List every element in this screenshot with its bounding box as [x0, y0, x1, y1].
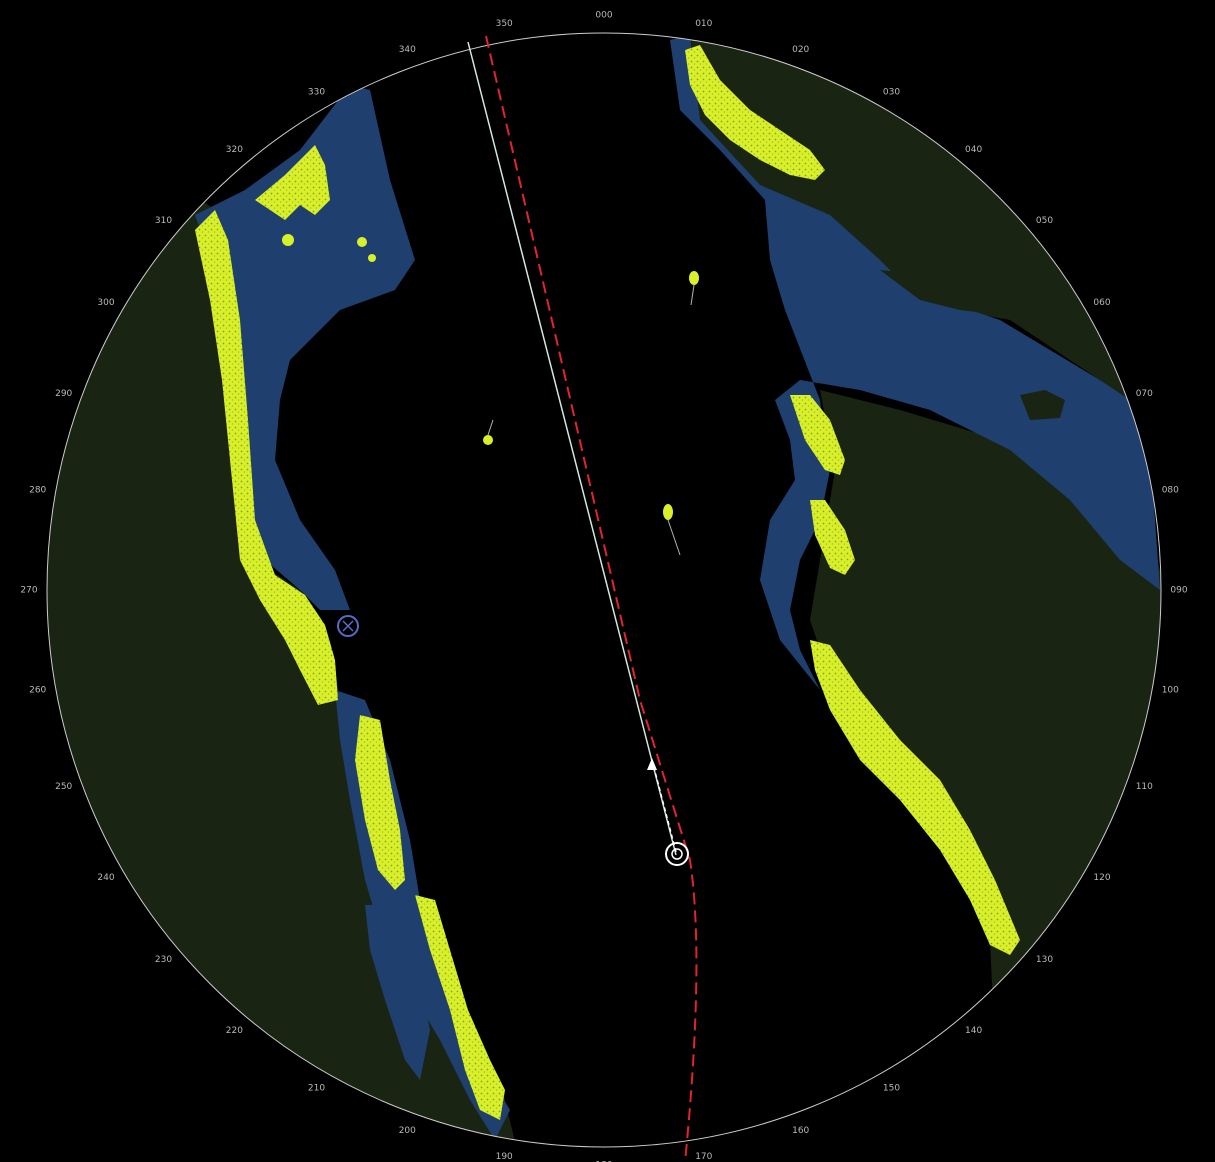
echo-small-1 — [282, 234, 294, 246]
bearing-label-300: 300 — [97, 298, 114, 308]
shallow-water-east — [670, 35, 1160, 690]
bearing-label-200: 200 — [399, 1126, 416, 1136]
echo-west-coast-2 — [355, 715, 405, 890]
own-ship-vector — [651, 759, 677, 853]
bearing-label-220: 220 — [226, 1026, 243, 1036]
echo-west-islet — [255, 145, 330, 220]
own-ship-heading-arrow — [647, 758, 657, 770]
target-2[interactable] — [483, 419, 494, 445]
bearing-label-100: 100 — [1162, 685, 1179, 695]
own-ship-symbol[interactable] — [665, 842, 689, 866]
bearing-label-030: 030 — [883, 88, 900, 98]
bearing-label-070: 070 — [1136, 389, 1153, 399]
bearing-label-280: 280 — [29, 486, 46, 496]
bearing-label-130: 130 — [1036, 955, 1053, 965]
target-3[interactable] — [663, 504, 681, 556]
bearing-label-320: 320 — [226, 145, 243, 155]
bearing-label-090: 090 — [1170, 586, 1187, 596]
bearing-label-230: 230 — [155, 955, 172, 965]
bearing-label-050: 050 — [1036, 216, 1053, 226]
bearing-label-190: 190 — [496, 1152, 513, 1162]
bearing-label-260: 260 — [29, 685, 46, 695]
heading-line — [467, 41, 677, 856]
echo-east-south — [810, 640, 1020, 955]
echo-west-coast — [195, 210, 338, 705]
bearing-label-040: 040 — [965, 145, 982, 155]
bearing-label-350: 350 — [496, 19, 513, 29]
target-1[interactable] — [689, 271, 699, 306]
bearing-label-250: 250 — [55, 782, 72, 792]
bearing-label-140: 140 — [965, 1026, 982, 1036]
bearing-label-180: 180 — [595, 1161, 612, 1162]
bearing-label-020: 020 — [792, 45, 809, 55]
island-east — [880, 270, 1040, 315]
bearing-label-210: 210 — [308, 1084, 325, 1094]
bearing-label-110: 110 — [1136, 782, 1153, 792]
bearing-label-060: 060 — [1093, 298, 1110, 308]
echo-east-north — [685, 45, 825, 180]
echo-small-3 — [368, 254, 376, 262]
bearing-label-290: 290 — [55, 389, 72, 399]
echo-west-coast-3 — [415, 895, 505, 1120]
bearing-label-240: 240 — [97, 873, 114, 883]
waypoint-marker[interactable] — [337, 615, 359, 637]
inlet-west — [365, 905, 430, 1080]
bearing-label-170: 170 — [695, 1152, 712, 1162]
bearing-label-150: 150 — [883, 1084, 900, 1094]
bearing-scale: 350 000 010 020 030 040 050 060 070 080 090 100 110 1… — [20, 11, 1187, 1162]
echo-east-mid-1 — [790, 395, 845, 475]
bearing-label-310: 310 — [155, 216, 172, 226]
bearing-label-340: 340 — [399, 45, 416, 55]
range-ring-outer — [46, 32, 1162, 1148]
islet-east — [1020, 390, 1065, 420]
bearing-label-080: 080 — [1162, 486, 1179, 496]
bearing-label-270: 270 — [20, 586, 37, 596]
bearing-label-160: 160 — [792, 1126, 809, 1136]
bearing-label-330: 330 — [308, 88, 325, 98]
echo-small-2 — [357, 237, 367, 247]
echo-east-mid-2 — [810, 500, 855, 575]
bearing-label-000: 000 — [595, 11, 612, 21]
bearing-label-010: 010 — [695, 19, 712, 29]
bearing-label-120: 120 — [1093, 873, 1110, 883]
planned-route — [485, 35, 698, 1162]
